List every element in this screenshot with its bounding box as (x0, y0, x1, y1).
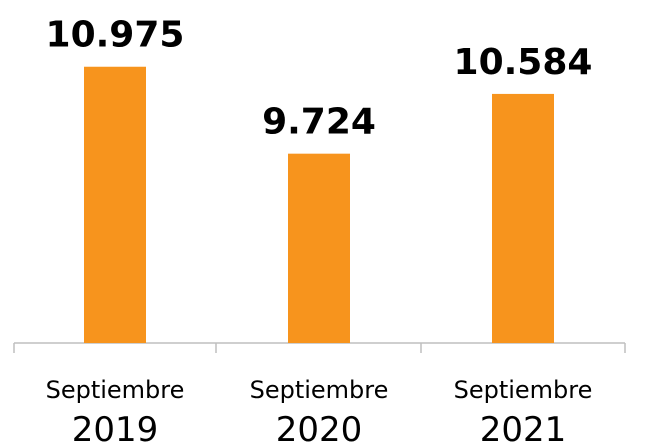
x-tick-label: Septiembre 2020 (249, 376, 389, 445)
data-label: 9.724 (262, 102, 376, 143)
x-tick-label: Septiembre 2021 (453, 376, 593, 445)
x-tick-label: Septiembre 2019 (45, 376, 185, 445)
bar (84, 66, 146, 344)
bar (288, 153, 350, 343)
data-label: 10.975 (46, 15, 185, 56)
data-label: 10.584 (454, 42, 593, 83)
bar (492, 93, 554, 343)
